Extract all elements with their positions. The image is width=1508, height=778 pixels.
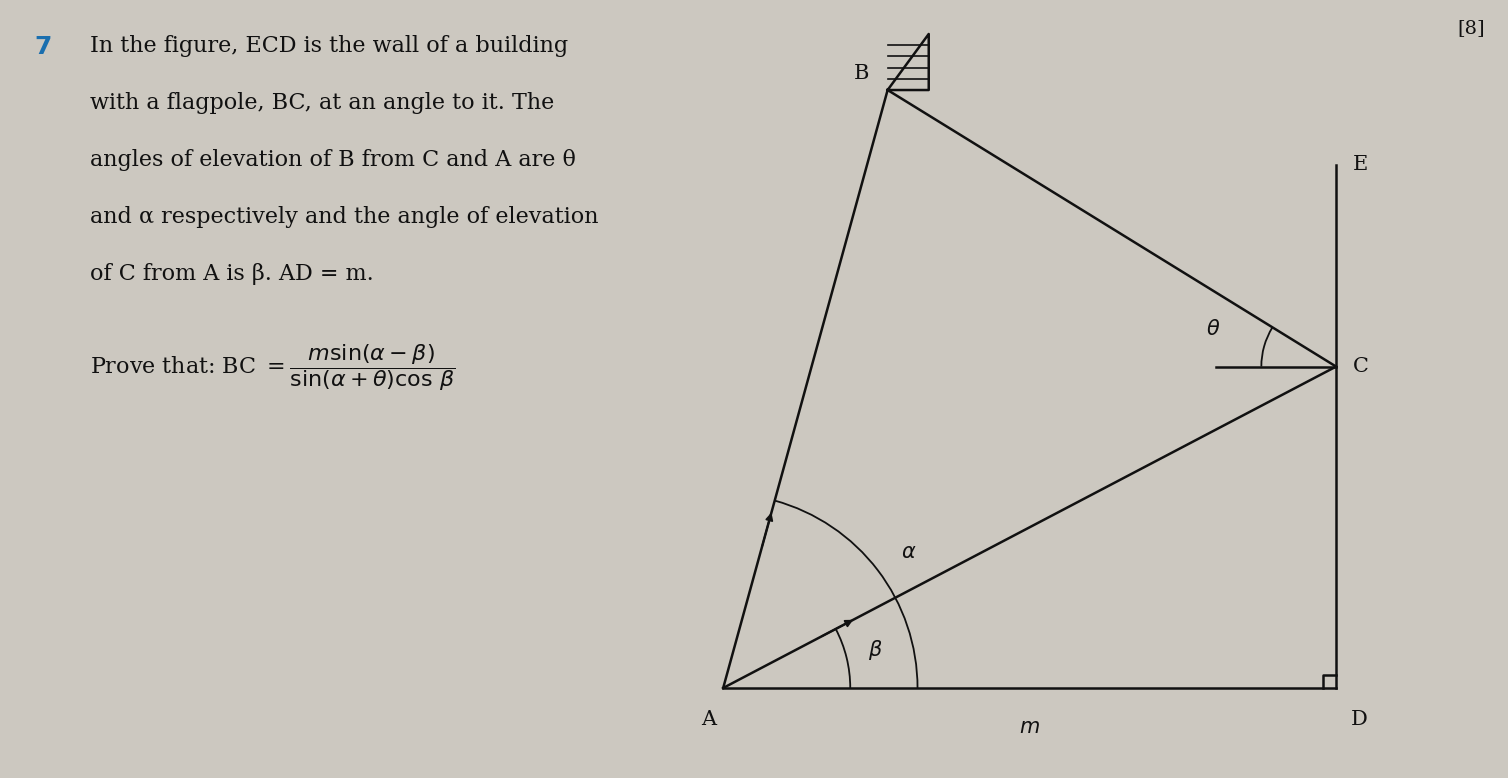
Text: with a flagpole, BC, at an angle to it. The: with a flagpole, BC, at an angle to it. … [90, 92, 555, 114]
Text: A: A [701, 710, 716, 730]
Text: and α respectively and the angle of elevation: and α respectively and the angle of elev… [90, 206, 599, 228]
Text: angles of elevation of B from C and A are θ: angles of elevation of B from C and A ar… [90, 149, 576, 171]
Text: $\alpha$: $\alpha$ [902, 542, 917, 562]
Text: In the figure, ECD is the wall of a building: In the figure, ECD is the wall of a buil… [90, 35, 569, 57]
Text: D: D [1351, 710, 1368, 730]
Text: $\theta$: $\theta$ [1205, 319, 1220, 339]
Text: Prove that: BC $=\dfrac{m\sin(\alpha - \beta)}{\sin(\alpha + \theta)\cos\,\beta}: Prove that: BC $=\dfrac{m\sin(\alpha - \… [90, 342, 455, 393]
Text: [8]: [8] [1458, 19, 1485, 37]
Text: $m$: $m$ [1019, 718, 1041, 737]
Text: C: C [1353, 357, 1368, 376]
Text: of C from A is β. AD = m.: of C from A is β. AD = m. [90, 263, 374, 285]
Text: E: E [1353, 156, 1368, 174]
Text: 7: 7 [35, 35, 53, 59]
Text: B: B [854, 64, 869, 82]
Text: $\beta$: $\beta$ [869, 639, 884, 662]
